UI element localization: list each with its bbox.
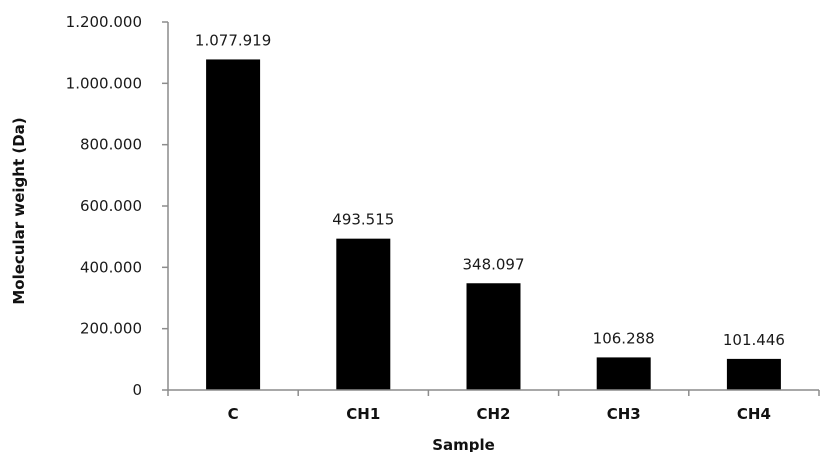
data-label-ch1: 493.515 bbox=[332, 211, 394, 229]
y-tick-label: 1.200.000 bbox=[66, 13, 142, 31]
x-axis-title: Sample bbox=[432, 436, 495, 452]
category-label-ch4: CH4 bbox=[737, 405, 771, 423]
y-tick-label: 200.000 bbox=[80, 320, 142, 338]
category-label-ch1: CH1 bbox=[346, 405, 380, 423]
category-label-ch2: CH2 bbox=[477, 405, 511, 423]
category-label-c: C bbox=[228, 405, 239, 423]
y-tick-label: 1.000.000 bbox=[66, 74, 142, 92]
data-label-c: 1.077.919 bbox=[195, 31, 271, 49]
bars-layer bbox=[206, 59, 781, 391]
labels-layer: 0 200.000 400.000 600.000 800.000 1.000.000 1.… bbox=[66, 13, 820, 423]
y-tick-label: 800.000 bbox=[80, 136, 142, 154]
category-label-ch3: CH3 bbox=[607, 405, 641, 423]
bar-ch1 bbox=[336, 238, 391, 390]
y-axis-title: Molecular weight (Da) bbox=[10, 117, 28, 304]
bar-ch4 bbox=[726, 358, 781, 390]
bar-ch2 bbox=[466, 283, 521, 390]
data-label-ch3: 106.288 bbox=[593, 329, 655, 347]
data-label-ch4: 101.446 bbox=[723, 331, 785, 349]
y-tick-label: 0 bbox=[132, 381, 142, 399]
y-tick-label: 400.000 bbox=[80, 258, 142, 276]
data-label-ch2: 348.097 bbox=[462, 255, 524, 273]
bar-c bbox=[206, 59, 261, 391]
y-tick-label: 600.000 bbox=[80, 197, 142, 215]
bar-ch3 bbox=[596, 357, 651, 390]
